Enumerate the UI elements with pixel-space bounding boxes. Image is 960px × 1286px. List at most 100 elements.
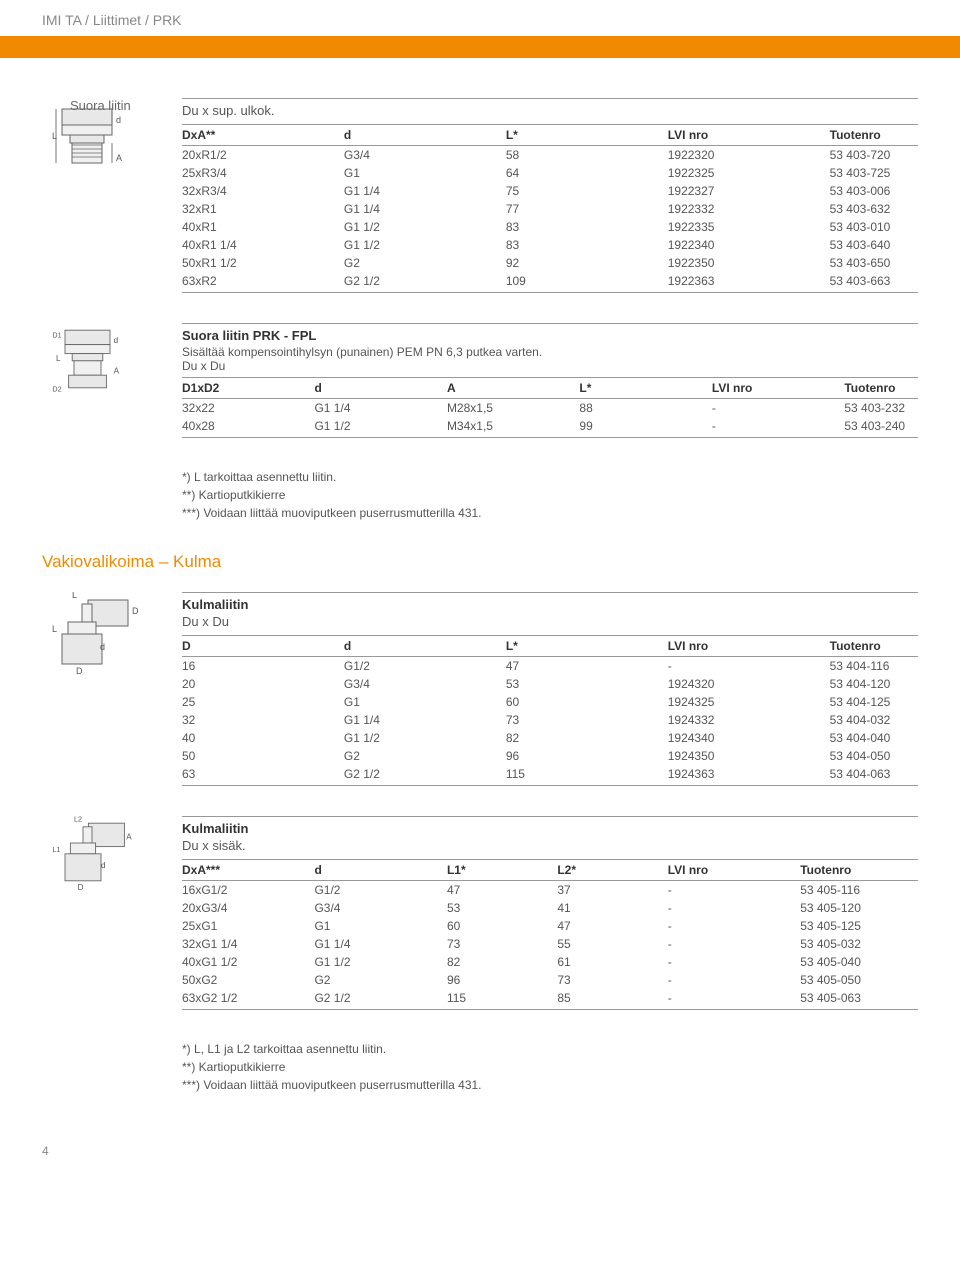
table-cell: 40xR1 1/4 — [182, 236, 344, 254]
note-line: **) Kartioputkikierre — [182, 486, 918, 504]
table-row: 40xR1G1 1/283192233553 403-010 — [182, 218, 918, 236]
table-cell: 32 — [182, 711, 344, 729]
table-header-cell: d — [314, 378, 446, 399]
svg-text:L: L — [56, 354, 61, 363]
table-cell: M28x1,5 — [447, 399, 579, 418]
table-cell: 115 — [447, 989, 557, 1010]
table-cell: 60 — [447, 917, 557, 935]
table-cell: 47 — [557, 917, 667, 935]
table-kulma-sisak: DxA***dL1*L2*LVI nroTuotenro 16xG1/2G1/2… — [182, 859, 918, 1010]
elbow-fitting-internal-diagram-icon: L2 A L1 d D — [42, 816, 142, 906]
svg-text:A: A — [116, 153, 122, 163]
table-cell: 1924363 — [668, 765, 830, 786]
table-cell: 1922332 — [668, 200, 830, 218]
table-body: 20xR1/2G3/458192232053 403-72025xR3/4G16… — [182, 146, 918, 293]
section-suora-liitin-fpl: D1 d L A D2 Suora liitin PRK - FPL Sisäl… — [0, 323, 960, 468]
table-row: 32xR1G1 1/477192233253 403-632 — [182, 200, 918, 218]
table-kulma-du: DdL*LVI nroTuotenro 16G1/247-53 404-1162… — [182, 635, 918, 786]
table-header-cell: D — [182, 636, 344, 657]
table-header-cell: d — [344, 636, 506, 657]
table-cell: 63xG2 1/2 — [182, 989, 314, 1010]
table-cell: 53 405-050 — [800, 971, 918, 989]
table-header-cell: L2* — [557, 860, 667, 881]
table-cell: 53 — [447, 899, 557, 917]
table-row: 50xR1 1/2G292192235053 403-650 — [182, 254, 918, 272]
table-cell: 53 403-725 — [830, 164, 918, 182]
table-cell: 1924325 — [668, 693, 830, 711]
table-header-row: D1xD2dAL*LVI nroTuotenro — [182, 378, 918, 399]
table-cell: - — [668, 989, 800, 1010]
note-line: ***) Voidaan liittää muoviputkeen puserr… — [182, 1076, 918, 1094]
section4-subtitle: Du x sisäk. — [182, 838, 918, 855]
table-cell: G1/2 — [344, 657, 506, 676]
table-cell: 16xG1/2 — [182, 881, 314, 900]
note-line: *) L tarkoittaa asennettu liitin. — [182, 468, 918, 486]
table-row: 20xG3/4G3/45341-53 405-120 — [182, 899, 918, 917]
table-cell: 1922335 — [668, 218, 830, 236]
table-cell: 53 405-032 — [800, 935, 918, 953]
svg-text:L: L — [72, 592, 77, 600]
table-cell: G1 1/4 — [344, 711, 506, 729]
table-cell: G1 1/2 — [314, 953, 446, 971]
table-cell: 53 405-063 — [800, 989, 918, 1010]
table-cell: 1922350 — [668, 254, 830, 272]
table-fpl: D1xD2dAL*LVI nroTuotenro 32x22G1 1/4M28x… — [182, 377, 918, 438]
table-cell: G2 — [314, 971, 446, 989]
svg-text:D: D — [76, 666, 83, 676]
table-cell: 73 — [557, 971, 667, 989]
table-header-row: DdL*LVI nroTuotenro — [182, 636, 918, 657]
table-cell: G2 — [344, 747, 506, 765]
elbow-fitting-diagram-icon: L D L d D — [42, 592, 142, 682]
table-cell: 73 — [506, 711, 668, 729]
table-cell: M34x1,5 — [447, 417, 579, 438]
section2-desc2: Du x Du — [182, 359, 918, 373]
table-header-cell: L* — [506, 636, 668, 657]
table-header-cell: Tuotenro — [800, 860, 918, 881]
table-row: 25G160192432553 404-125 — [182, 693, 918, 711]
section-suora-liitin-sup: Suora liitin d L A Du x sup. ulkok. DxA*… — [0, 98, 960, 323]
table-cell: 53 405-116 — [800, 881, 918, 900]
table-cell: 41 — [557, 899, 667, 917]
table-cell: 96 — [447, 971, 557, 989]
table-cell: 40 — [182, 729, 344, 747]
table-header-cell: Tuotenro — [844, 378, 918, 399]
table-cell: - — [668, 971, 800, 989]
svg-text:d: d — [114, 336, 119, 345]
table-row: 32xR3/4G1 1/475192232753 403-006 — [182, 182, 918, 200]
svg-text:d: d — [116, 115, 121, 125]
svg-text:d: d — [101, 861, 106, 870]
table-cell: 83 — [506, 236, 668, 254]
table-cell: 58 — [506, 146, 668, 165]
table-body: 32x22G1 1/4M28x1,588-53 403-23240x28G1 1… — [182, 399, 918, 438]
section-kulmaliitin-sisak: L2 A L1 d D Kulmaliitin Du x sisäk. DxA*… — [0, 816, 960, 1040]
table-cell: 53 403-006 — [830, 182, 918, 200]
table-cell: 50xR1 1/2 — [182, 254, 344, 272]
table-header-cell: LVI nro — [668, 125, 830, 146]
table-header-cell: Tuotenro — [830, 636, 918, 657]
table-cell: 63 — [182, 765, 344, 786]
table-cell: 1924332 — [668, 711, 830, 729]
table-cell: 83 — [506, 218, 668, 236]
table-cell: 20xR1/2 — [182, 146, 344, 165]
diagram-fpl: D1 d L A D2 — [42, 323, 182, 416]
table-cell: 1924320 — [668, 675, 830, 693]
table-cell: G1 1/4 — [344, 182, 506, 200]
section3-title: Kulmaliitin — [182, 597, 918, 614]
table-cell: 20 — [182, 675, 344, 693]
table-row: 20xR1/2G3/458192232053 403-720 — [182, 146, 918, 165]
table-cell: 85 — [557, 989, 667, 1010]
table-cell: - — [668, 953, 800, 971]
table-cell: 63xR2 — [182, 272, 344, 293]
table-row: 25xG1G16047-53 405-125 — [182, 917, 918, 935]
table-cell: 61 — [557, 953, 667, 971]
table-cell: 32xR1 — [182, 200, 344, 218]
table-cell: 53 403-632 — [830, 200, 918, 218]
table-row: 32xG1 1/4G1 1/47355-53 405-032 — [182, 935, 918, 953]
note-line: ***) Voidaan liittää muoviputkeen puserr… — [182, 504, 918, 522]
table-cell: 32x22 — [182, 399, 314, 418]
table-cell: 1922340 — [668, 236, 830, 254]
table-suora-sup: DxA**dL*LVI nroTuotenro 20xR1/2G3/458192… — [182, 124, 918, 293]
table-cell: 53 403-650 — [830, 254, 918, 272]
svg-text:A: A — [114, 366, 120, 375]
table-row: 20G3/453192432053 404-120 — [182, 675, 918, 693]
